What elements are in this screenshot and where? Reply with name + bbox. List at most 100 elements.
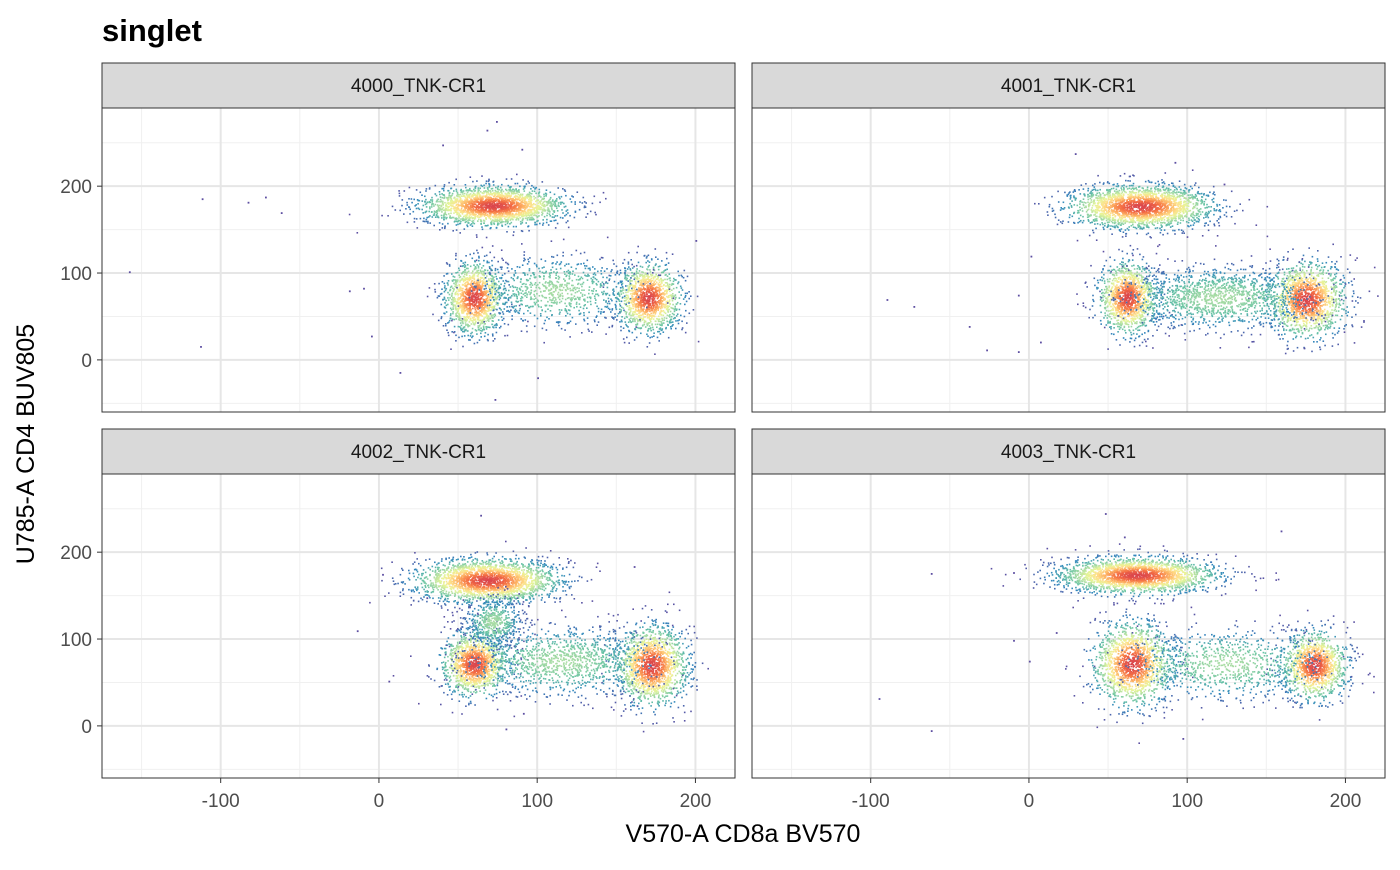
data-point [541,212,543,214]
data-point [667,324,669,326]
data-point [459,223,461,225]
data-point [482,197,484,199]
data-point [448,299,450,301]
data-point [550,310,552,312]
data-point [667,308,669,310]
data-point [516,294,518,296]
data-point [497,186,499,188]
data-point [448,195,450,197]
data-point [436,215,438,217]
data-point [693,309,695,311]
data-point [678,291,680,293]
data-point [483,309,485,311]
data-point [631,280,633,282]
data-point [527,321,529,323]
data-point [639,275,641,277]
data-point [546,205,548,207]
data-point [662,293,664,295]
data-point [531,193,533,195]
data-point [459,200,461,202]
data-point [508,290,510,292]
data-point [680,303,682,305]
data-point [528,201,530,203]
data-point [604,306,606,308]
data-point [502,259,504,261]
data-point [501,225,503,227]
data-point [653,292,655,294]
data-point [512,202,514,204]
data-point [603,299,605,301]
data-point [460,218,462,220]
data-point [467,199,469,201]
data-point [486,314,488,316]
data-point [652,301,654,303]
data-point [472,270,474,272]
data-point [460,215,462,217]
data-point [464,219,466,221]
data-point [562,252,564,254]
data-point [421,209,423,211]
data-point [530,188,532,190]
data-point [655,263,657,265]
data-point [620,326,622,328]
data-point [487,187,489,189]
data-point [645,304,647,306]
data-point [653,288,655,290]
data-point [427,296,429,298]
data-point [636,303,638,305]
data-point [473,314,475,316]
data-point [479,194,481,196]
data-point [455,305,457,307]
data-point [413,211,415,213]
data-point [594,321,596,323]
data-point [424,221,426,223]
data-point [638,287,640,289]
data-point [623,327,625,329]
facet-strip-label: 4000_TNK-CR1 [351,76,486,97]
data-point [536,224,538,226]
data-point [630,302,632,304]
data-point [590,304,592,306]
data-point [474,260,476,262]
data-point [481,291,483,293]
data-point [646,301,648,303]
data-point [564,215,566,217]
data-point [650,281,652,283]
data-point [457,310,459,312]
data-point [599,202,601,204]
data-point [644,324,646,326]
data-point [457,293,459,295]
data-point [482,192,484,194]
data-point [480,223,482,225]
data-point [669,284,671,286]
data-point [487,225,489,227]
data-point [679,309,681,311]
data-point [659,304,661,306]
data-point [489,200,491,202]
data-point [460,194,462,196]
data-point [616,309,618,311]
data-point [626,317,628,319]
data-point [649,325,651,327]
data-point [631,300,633,302]
data-point [466,278,468,280]
data-point [492,277,494,279]
data-point [475,266,477,268]
data-point [475,212,477,214]
data-point [483,275,485,277]
data-point [646,275,648,277]
data-point [594,295,596,297]
data-point [498,281,500,283]
data-point [544,204,546,206]
data-point [638,305,640,307]
data-point [612,308,614,310]
data-point [479,211,481,213]
data-point [480,213,482,215]
data-point [587,301,589,303]
data-point [487,302,489,304]
data-point [551,207,553,209]
data-point [440,201,442,203]
data-point [483,265,485,267]
data-point [484,304,486,306]
data-point [467,313,469,315]
